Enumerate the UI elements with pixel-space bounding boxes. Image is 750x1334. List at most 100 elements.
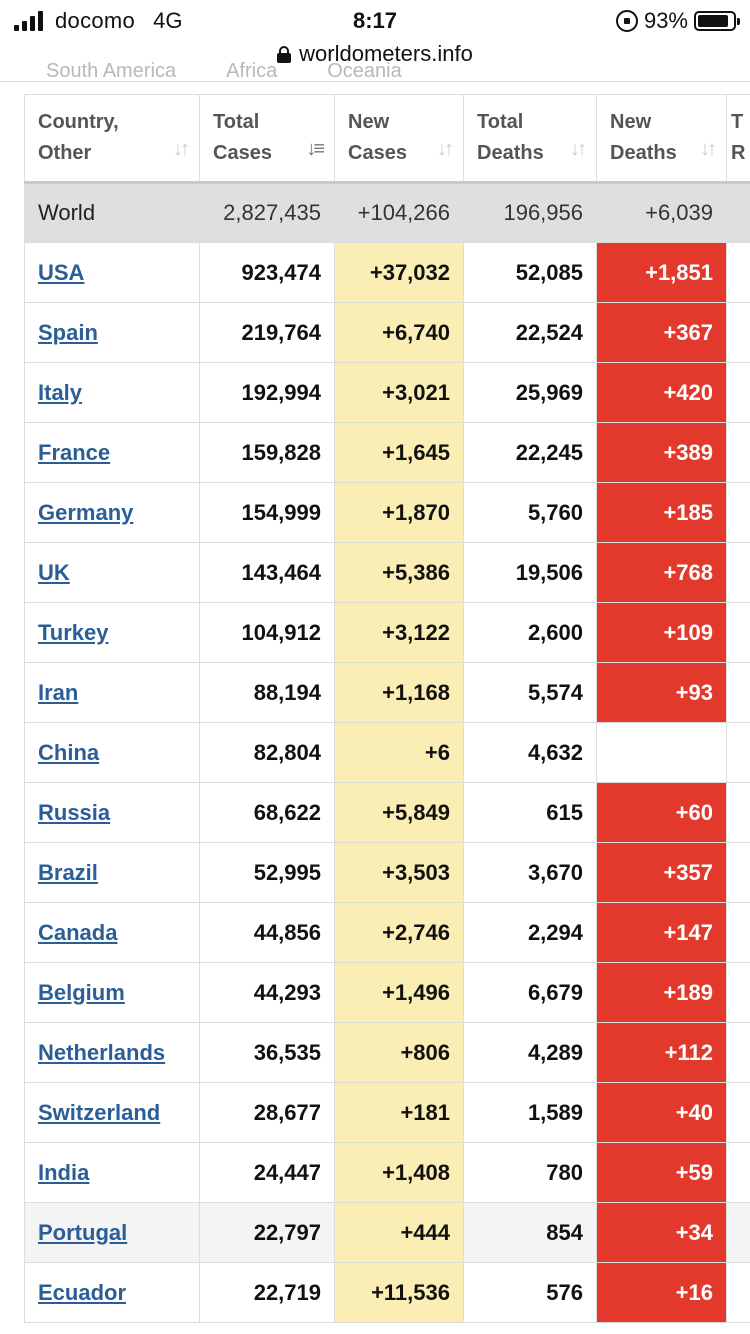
tab-south-america[interactable]: South America bbox=[46, 62, 177, 82]
table-row: Netherlands 36,535 +806 4,289 +112 bbox=[24, 1022, 750, 1083]
status-bar: docomo 4G 8:17 93% bbox=[0, 0, 750, 42]
total-deaths: 25,969 bbox=[463, 362, 597, 423]
total-cases: 44,856 bbox=[199, 902, 335, 963]
country-link[interactable]: Ecuador bbox=[38, 1279, 127, 1305]
total-cases: 24,447 bbox=[199, 1142, 335, 1203]
new-deaths: +60 bbox=[596, 782, 727, 843]
new-cases: +2,746 bbox=[334, 902, 464, 963]
new-cases: +6 bbox=[334, 722, 464, 783]
sort-icon: ↓↑ bbox=[173, 138, 190, 160]
new-cases: +1,870 bbox=[334, 482, 464, 543]
country-link[interactable]: Germany bbox=[38, 499, 134, 525]
total-cases: 159,828 bbox=[199, 422, 335, 483]
header-total-recovered[interactable]: T R bbox=[726, 94, 750, 184]
country-link[interactable]: Iran bbox=[38, 679, 79, 705]
table-row: Switzerland 28,677 +181 1,589 +40 bbox=[24, 1082, 750, 1143]
table-row: France 159,828 +1,645 22,245 +389 bbox=[24, 422, 750, 483]
header-total-cases[interactable]: Total Cases ↓≡ bbox=[199, 94, 335, 184]
country-link[interactable]: USA bbox=[38, 259, 85, 285]
new-deaths: +93 bbox=[596, 662, 727, 723]
total-deaths: 5,574 bbox=[463, 662, 597, 723]
new-deaths: +16 bbox=[596, 1262, 727, 1323]
total-cases: 219,764 bbox=[199, 302, 335, 363]
country-link[interactable]: Turkey bbox=[38, 619, 109, 645]
new-cases: +181 bbox=[334, 1082, 464, 1143]
total-cases: 88,194 bbox=[199, 662, 335, 723]
lock-icon bbox=[277, 46, 292, 63]
url-text: worldometers.info bbox=[299, 41, 473, 66]
country-link[interactable]: Italy bbox=[38, 379, 83, 405]
new-cases: +1,408 bbox=[334, 1142, 464, 1203]
new-deaths bbox=[596, 722, 727, 783]
region-tabs-strip: South America Africa Oceania bbox=[0, 62, 750, 82]
total-cases: 923,474 bbox=[199, 242, 335, 303]
total-cases: 44,293 bbox=[199, 962, 335, 1023]
new-deaths: +367 bbox=[596, 302, 727, 363]
sort-icon: ↓↑ bbox=[570, 138, 587, 160]
header-total-deaths[interactable]: Total Deaths ↓↑ bbox=[463, 94, 597, 184]
table-row: Brazil 52,995 +3,503 3,670 +357 bbox=[24, 842, 750, 903]
table-header-row: Country, Other ↓↑ Total Cases ↓≡ New Cas… bbox=[24, 94, 750, 184]
total-deaths: 854 bbox=[463, 1202, 597, 1263]
country-link[interactable]: France bbox=[38, 439, 111, 465]
covid-table-container: Country, Other ↓↑ Total Cases ↓≡ New Cas… bbox=[24, 94, 750, 1323]
new-deaths: +357 bbox=[596, 842, 727, 903]
table-row: Ecuador 22,719 +11,536 576 +16 bbox=[24, 1262, 750, 1323]
new-cases: +1,168 bbox=[334, 662, 464, 723]
new-deaths: +185 bbox=[596, 482, 727, 543]
country-link[interactable]: Canada bbox=[38, 919, 118, 945]
battery-icon bbox=[694, 11, 740, 31]
total-deaths: 52,085 bbox=[463, 242, 597, 303]
table-row: Russia 68,622 +5,849 615 +60 bbox=[24, 782, 750, 843]
new-cases: +5,849 bbox=[334, 782, 464, 843]
total-cases: 154,999 bbox=[199, 482, 335, 543]
new-deaths: +189 bbox=[596, 962, 727, 1023]
total-deaths: 22,524 bbox=[463, 302, 597, 363]
table-row: China 82,804 +6 4,632 bbox=[24, 722, 750, 783]
country-link[interactable]: Spain bbox=[38, 319, 98, 345]
address-bar[interactable]: worldometers.info bbox=[0, 40, 750, 68]
country-link[interactable]: Russia bbox=[38, 799, 111, 825]
carrier-name: docomo bbox=[55, 8, 136, 33]
table-row: India 24,447 +1,408 780 +59 bbox=[24, 1142, 750, 1203]
total-deaths: 4,632 bbox=[463, 722, 597, 783]
tab-africa[interactable]: Africa bbox=[226, 62, 278, 82]
total-cases: 28,677 bbox=[199, 1082, 335, 1143]
table-row: Turkey 104,912 +3,122 2,600 +109 bbox=[24, 602, 750, 663]
total-deaths: 576 bbox=[463, 1262, 597, 1323]
new-cases: +104,266 bbox=[334, 182, 464, 243]
total-deaths: 2,600 bbox=[463, 602, 597, 663]
header-new-deaths[interactable]: New Deaths ↓↑ bbox=[596, 94, 727, 184]
total-deaths: 780 bbox=[463, 1142, 597, 1203]
rotation-lock-icon bbox=[615, 10, 638, 32]
total-deaths: 19,506 bbox=[463, 542, 597, 603]
country-link[interactable]: China bbox=[38, 739, 100, 765]
new-cases: +5,386 bbox=[334, 542, 464, 603]
total-deaths: 4,289 bbox=[463, 1022, 597, 1083]
header-country[interactable]: Country, Other ↓↑ bbox=[24, 94, 200, 184]
country-link[interactable]: Portugal bbox=[38, 1219, 128, 1245]
total-cases: 22,719 bbox=[199, 1262, 335, 1323]
country-link[interactable]: Netherlands bbox=[38, 1039, 166, 1065]
new-deaths: +59 bbox=[596, 1142, 727, 1203]
table-row: USA 923,474 +37,032 52,085 +1,851 bbox=[24, 242, 750, 303]
total-deaths: 5,760 bbox=[463, 482, 597, 543]
header-new-cases[interactable]: New Cases ↓↑ bbox=[334, 94, 464, 184]
new-cases: +444 bbox=[334, 1202, 464, 1263]
country-link[interactable]: Belgium bbox=[38, 979, 125, 1005]
country-link[interactable]: UK bbox=[38, 559, 70, 585]
table-row: Italy 192,994 +3,021 25,969 +420 bbox=[24, 362, 750, 423]
new-cases: +1,496 bbox=[334, 962, 464, 1023]
total-deaths: 1,589 bbox=[463, 1082, 597, 1143]
country-link[interactable]: Switzerland bbox=[38, 1099, 161, 1125]
country-link[interactable]: Brazil bbox=[38, 859, 98, 885]
new-deaths: +420 bbox=[596, 362, 727, 423]
new-cases: +1,645 bbox=[334, 422, 464, 483]
tab-oceania[interactable]: Oceania bbox=[327, 62, 402, 82]
new-cases: +3,021 bbox=[334, 362, 464, 423]
table-row: Spain 219,764 +6,740 22,524 +367 bbox=[24, 302, 750, 363]
total-cases: 192,994 bbox=[199, 362, 335, 423]
new-deaths: +112 bbox=[596, 1022, 727, 1083]
country-link[interactable]: India bbox=[38, 1159, 90, 1185]
signal-icon bbox=[14, 11, 43, 31]
